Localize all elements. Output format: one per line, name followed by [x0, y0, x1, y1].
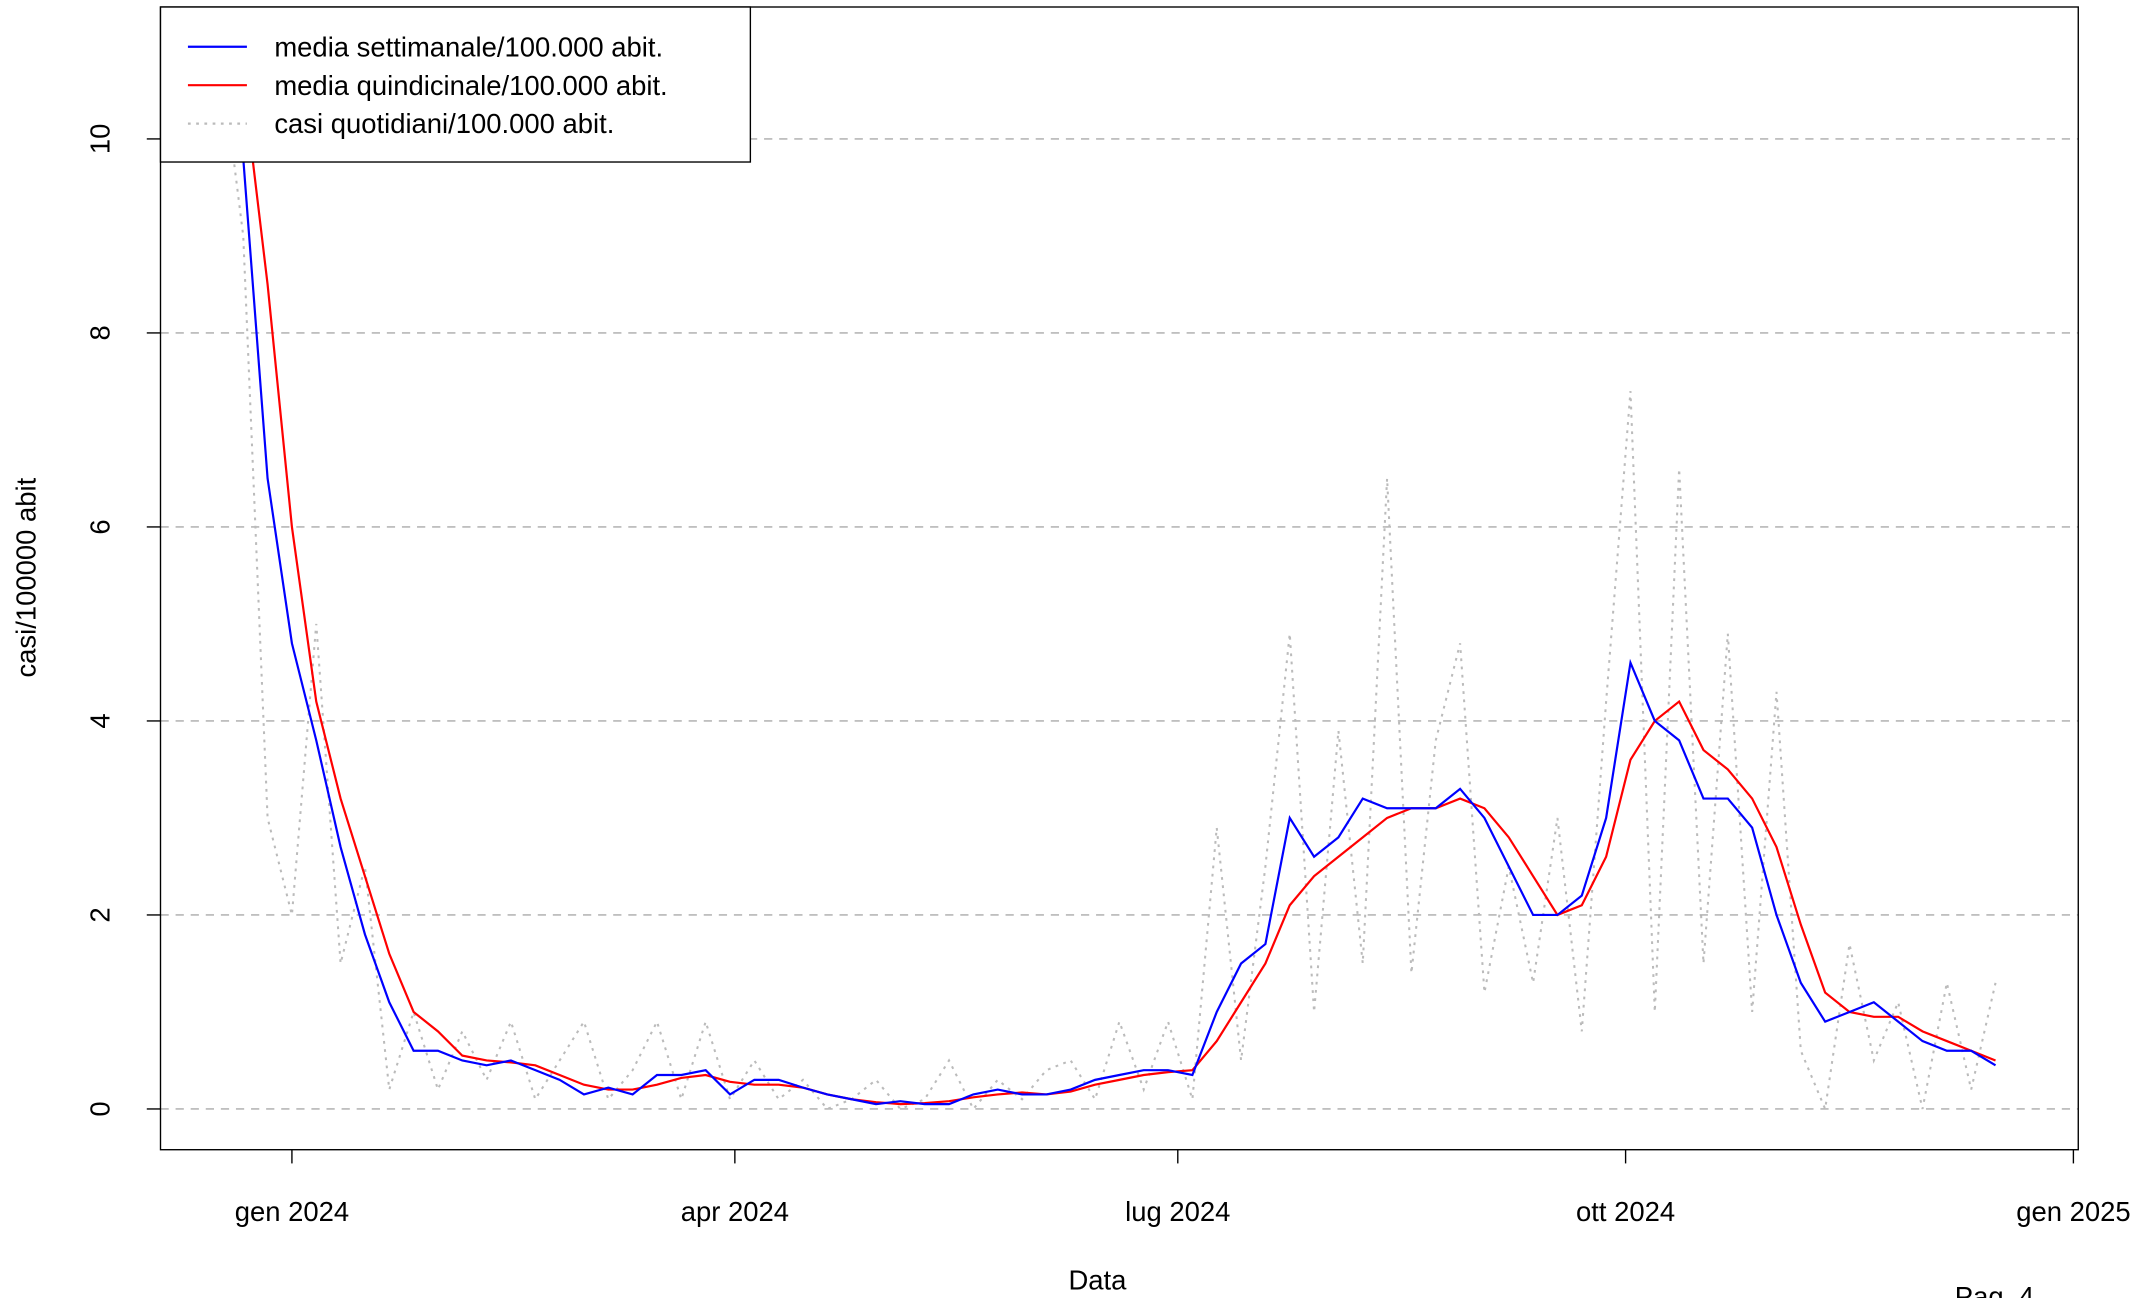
series-line: [219, 6, 1997, 1106]
legend: media settimanale/100.000 abit. media qui…: [159, 6, 752, 163]
plot-lines: [217, 6, 1997, 1113]
x-tick-label: lug 2024: [1125, 1196, 1230, 1227]
series-line: [217, 41, 1997, 1113]
plot-frame: [159, 6, 2079, 1151]
x-tick-label: gen 2025: [2016, 1196, 2130, 1227]
x-axis-label: Data: [1068, 1265, 1127, 1296]
axes: 0 2 4 6 8 10 gen 2024 apr 2024 lug 2024 ott 2024 g…: [85, 124, 2131, 1227]
legend-box: [159, 6, 752, 163]
y-axis-label: casi/100000 abit: [11, 477, 42, 677]
legend-label: casi quotidiani/100.000 abit.: [274, 108, 614, 139]
y-tick-label: 0: [85, 1101, 116, 1116]
legend-label: media quindicinale/100.000 abit.: [274, 70, 667, 101]
y-tick-label: 6: [85, 519, 116, 534]
x-tick-label: ott 2024: [1576, 1196, 1675, 1227]
y-tick-label: 10: [85, 124, 116, 155]
series-line: [221, 6, 1996, 1106]
y-tick-label: 4: [85, 713, 116, 728]
grid: [160, 138, 2079, 1110]
legend-label: media settimanale/100.000 abit.: [274, 31, 663, 62]
y-tick-label: 2: [85, 907, 116, 922]
y-tick-label: 8: [85, 325, 116, 340]
x-tick-label: gen 2024: [235, 1196, 349, 1227]
page-label: Pag. 4: [1955, 1281, 2034, 1298]
x-tick-label: apr 2024: [681, 1196, 789, 1227]
